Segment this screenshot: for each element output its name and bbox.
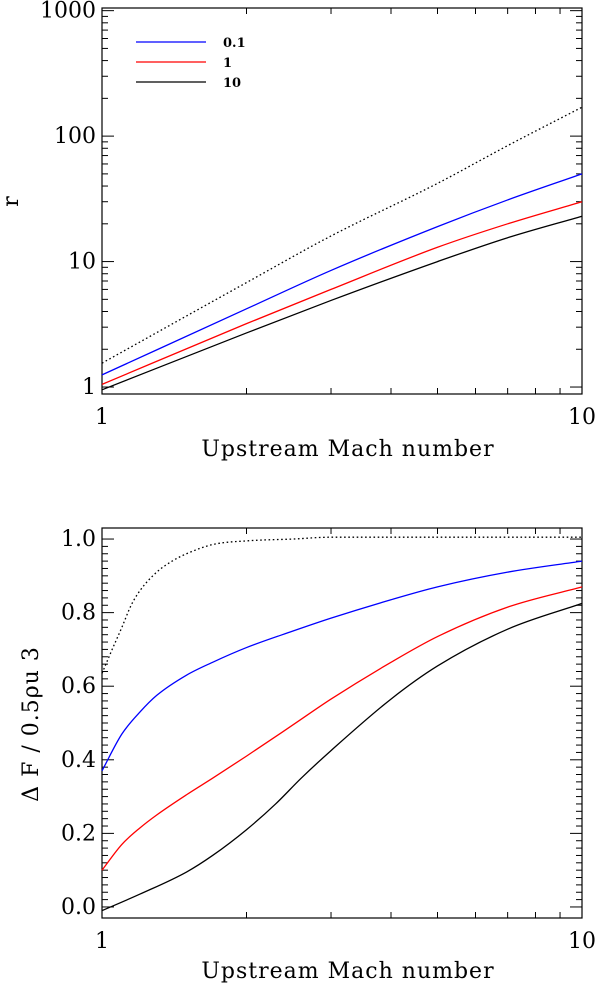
y-tick-label: 1 — [82, 375, 96, 400]
series-line-0-1 — [101, 173, 583, 376]
legend-top: 0.1 1 10 — [136, 36, 246, 91]
plot-frame-top — [101, 7, 583, 395]
x-tick-label: 1 — [95, 405, 109, 430]
tick-labels-top: 1 10 1 10 100 1000 — [40, 0, 596, 430]
y-tick-label: 1000 — [40, 0, 96, 24]
plot-frame-bottom — [101, 527, 583, 919]
y-tick-label: 0.0 — [61, 895, 96, 920]
tick-marks-bottom — [101, 528, 583, 918]
series-group-top — [101, 106, 583, 391]
y-tick-label: 0.2 — [61, 821, 96, 846]
y-axis-title-top: r — [0, 195, 24, 207]
series-line-1 — [101, 586, 583, 871]
chart-bottom: 1 10 0.0 0.2 0.4 0.6 0.8 1.0 Upstream Mach numb… — [19, 527, 596, 984]
y-axis-title-bottom: Δ F / 0.5ρu 3 — [19, 646, 44, 802]
x-axis-title-bottom: Upstream Mach number — [201, 959, 494, 984]
tick-labels-bottom: 1 10 0.0 0.2 0.4 0.6 0.8 1.0 — [61, 527, 596, 954]
series-line-0-1 — [101, 560, 583, 772]
series-group-bottom — [101, 536, 583, 912]
series-line-dotted — [101, 536, 582, 674]
y-tick-label: 0.8 — [61, 601, 96, 626]
x-tick-label: 10 — [568, 929, 596, 954]
series-line-10 — [101, 602, 583, 912]
y-tick-label: 100 — [54, 124, 96, 149]
y-tick-label: 10 — [68, 250, 96, 275]
series-line-10 — [101, 215, 583, 391]
series-line-dotted — [101, 106, 583, 364]
legend-label: 0.1 — [223, 36, 246, 51]
legend-label: 10 — [223, 76, 241, 91]
x-tick-label: 10 — [568, 405, 596, 430]
y-tick-label: 0.4 — [61, 748, 96, 773]
chart-top: 0.1 1 10 1 10 1 10 100 1000 Upstream Mach numbe… — [0, 0, 596, 462]
legend-label: 1 — [223, 56, 232, 71]
x-axis-title-top: Upstream Mach number — [201, 437, 494, 462]
y-tick-label: 1.0 — [61, 527, 96, 552]
series-line-1 — [101, 201, 583, 385]
tick-marks-top — [101, 8, 583, 394]
y-tick-label: 0.6 — [61, 674, 96, 699]
x-tick-label: 1 — [95, 929, 109, 954]
